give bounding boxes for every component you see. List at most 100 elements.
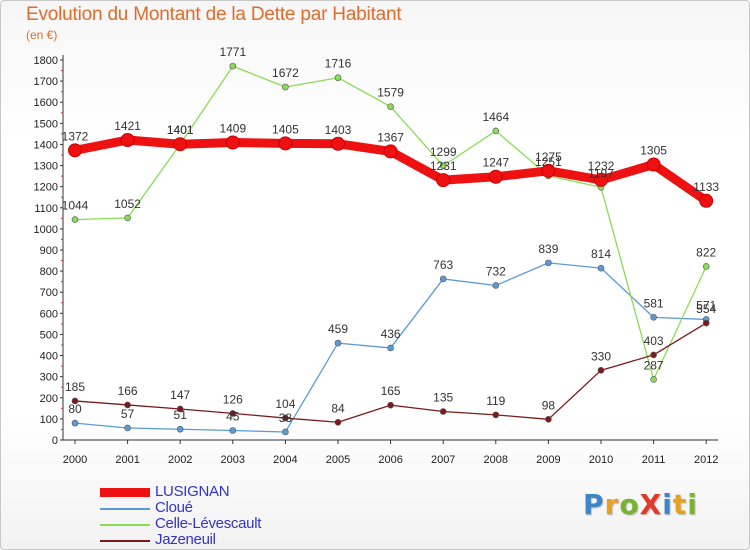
data-label-lusignan: 1231 bbox=[430, 159, 457, 173]
data-point-celle-l-vescault bbox=[282, 83, 289, 91]
data-label-celle-l-vescault: 287 bbox=[644, 358, 664, 372]
x-tick-label: 2009 bbox=[536, 454, 560, 466]
data-point-lusignan bbox=[541, 163, 556, 178]
data-point-jazeneuil bbox=[176, 405, 184, 413]
data-point-clou- bbox=[439, 275, 447, 283]
data-label-jazeneuil: 147 bbox=[170, 388, 190, 402]
data-point-celle-l-vescault bbox=[71, 216, 79, 223]
data-label-lusignan: 1421 bbox=[114, 119, 141, 133]
x-tick-label: 2005 bbox=[326, 454, 350, 466]
data-label-celle-l-vescault: 1052 bbox=[114, 197, 141, 211]
data-label-clou-: 38 bbox=[279, 411, 293, 425]
y-tick-label: 1100 bbox=[34, 203, 58, 215]
data-label-celle-l-vescault: 1716 bbox=[325, 57, 352, 71]
data-point-jazeneuil bbox=[282, 414, 289, 422]
data-point-celle-l-vescault bbox=[229, 62, 237, 70]
data-label-lusignan: 1367 bbox=[377, 130, 404, 144]
data-label-celle-l-vescault: 1251 bbox=[535, 155, 562, 169]
data-point-jazeneuil bbox=[702, 319, 710, 327]
y-tick-label: 700 bbox=[40, 287, 58, 299]
data-label-celle-l-vescault: 1401 bbox=[167, 123, 194, 137]
data-label-jazeneuil: 126 bbox=[223, 392, 243, 406]
x-tick-label: 2008 bbox=[484, 454, 508, 466]
data-label-jazeneuil: 330 bbox=[591, 349, 611, 363]
y-tick-label: 800 bbox=[40, 266, 58, 278]
data-label-jazeneuil: 135 bbox=[433, 391, 453, 405]
data-label-celle-l-vescault: 1672 bbox=[272, 66, 299, 80]
data-label-jazeneuil: 119 bbox=[486, 394, 505, 408]
y-tick-label: 1400 bbox=[34, 139, 58, 151]
data-label-clou-: 732 bbox=[486, 264, 506, 278]
y-tick-label: 900 bbox=[40, 245, 58, 257]
y-tick-label: 600 bbox=[40, 308, 58, 320]
data-label-clou-: 571 bbox=[696, 298, 716, 312]
data-point-clou- bbox=[229, 427, 237, 434]
logo-letter: i bbox=[662, 488, 673, 521]
y-tick-label: 1000 bbox=[34, 224, 58, 236]
x-tick-label: 2006 bbox=[378, 454, 402, 466]
data-label-clou-: 459 bbox=[328, 322, 348, 336]
data-point-clou- bbox=[71, 419, 79, 427]
data-point-clou- bbox=[282, 428, 289, 436]
logo-letter: i bbox=[687, 488, 698, 521]
data-label-lusignan: 1275 bbox=[535, 150, 562, 164]
data-label-celle-l-vescault: 1299 bbox=[430, 145, 457, 159]
data-point-lusignan bbox=[383, 144, 398, 159]
legend-label: Celle-Lévescault bbox=[155, 515, 262, 532]
legend-label: Jazeneuil bbox=[155, 531, 216, 548]
y-tick-label: 1700 bbox=[34, 76, 58, 88]
data-label-jazeneuil: 84 bbox=[331, 401, 345, 415]
x-tick-label: 2007 bbox=[431, 454, 455, 466]
data-label-clou-: 763 bbox=[433, 258, 453, 272]
data-point-celle-l-vescault bbox=[334, 74, 342, 82]
x-tick-label: 2011 bbox=[642, 454, 666, 466]
data-point-lusignan bbox=[594, 172, 608, 187]
data-label-lusignan: 1305 bbox=[640, 144, 667, 158]
data-label-celle-l-vescault: 1044 bbox=[62, 199, 89, 213]
y-tick-label: 100 bbox=[40, 414, 58, 426]
data-label-clou-: 45 bbox=[226, 410, 240, 424]
proxiti-logo: ProXiti bbox=[583, 488, 698, 521]
data-point-clou- bbox=[124, 424, 131, 432]
data-label-clou-: 51 bbox=[174, 408, 188, 422]
data-point-lusignan bbox=[699, 193, 714, 208]
data-label-lusignan: 1247 bbox=[482, 156, 509, 170]
data-point-lusignan bbox=[488, 169, 503, 184]
y-tick-label: 1200 bbox=[34, 182, 58, 194]
y-tick-label: 1500 bbox=[34, 118, 58, 130]
data-point-lusignan bbox=[331, 136, 345, 151]
data-label-jazeneuil: 185 bbox=[65, 380, 85, 394]
data-point-lusignan bbox=[646, 157, 661, 172]
data-label-jazeneuil: 166 bbox=[118, 384, 138, 398]
data-point-clou- bbox=[650, 314, 657, 321]
data-label-celle-l-vescault: 1197 bbox=[588, 166, 614, 180]
legend-label: Cloué bbox=[155, 499, 193, 516]
chart-title: Evolution du Montant de la Dette par Hab… bbox=[26, 4, 402, 25]
y-tick-label: 0 bbox=[52, 435, 58, 447]
chart-subtitle: (en €) bbox=[26, 28, 58, 42]
data-label-clou-: 814 bbox=[591, 247, 611, 261]
data-point-jazeneuil bbox=[492, 411, 500, 419]
legend-swatch bbox=[100, 488, 150, 497]
data-label-lusignan: 1133 bbox=[693, 180, 719, 194]
x-tick-label: 2001 bbox=[115, 454, 139, 466]
data-label-celle-l-vescault: 1771 bbox=[219, 45, 246, 59]
data-label-celle-l-vescault: 1579 bbox=[377, 86, 404, 100]
legend-swatch bbox=[100, 540, 150, 542]
data-point-jazeneuil bbox=[229, 410, 237, 417]
logo-letter: o bbox=[619, 488, 640, 521]
data-point-jazeneuil bbox=[387, 401, 394, 409]
data-label-clou-: 581 bbox=[644, 296, 664, 310]
data-label-lusignan: 1232 bbox=[588, 159, 615, 173]
x-tick-label: 2000 bbox=[63, 454, 87, 466]
data-point-clou- bbox=[492, 282, 500, 289]
logo-letter: P bbox=[583, 488, 605, 521]
data-point-jazeneuil bbox=[650, 351, 657, 359]
data-point-clou- bbox=[387, 344, 394, 352]
data-point-clou- bbox=[176, 425, 184, 433]
logo-letter: t bbox=[672, 488, 688, 521]
data-point-lusignan bbox=[120, 133, 135, 148]
data-label-lusignan: 1372 bbox=[62, 129, 89, 143]
data-label-jazeneuil: 98 bbox=[542, 398, 556, 412]
